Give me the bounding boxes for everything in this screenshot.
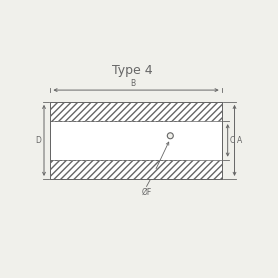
Text: A: A xyxy=(237,136,242,145)
Text: B: B xyxy=(130,80,135,88)
Text: D: D xyxy=(36,136,41,145)
Text: ØF: ØF xyxy=(141,187,152,197)
Bar xyxy=(50,160,222,179)
Text: C: C xyxy=(229,136,235,145)
Text: Type 4: Type 4 xyxy=(112,64,153,77)
Circle shape xyxy=(167,133,173,139)
Bar xyxy=(50,102,222,179)
Bar xyxy=(50,102,222,121)
Bar xyxy=(50,102,222,179)
